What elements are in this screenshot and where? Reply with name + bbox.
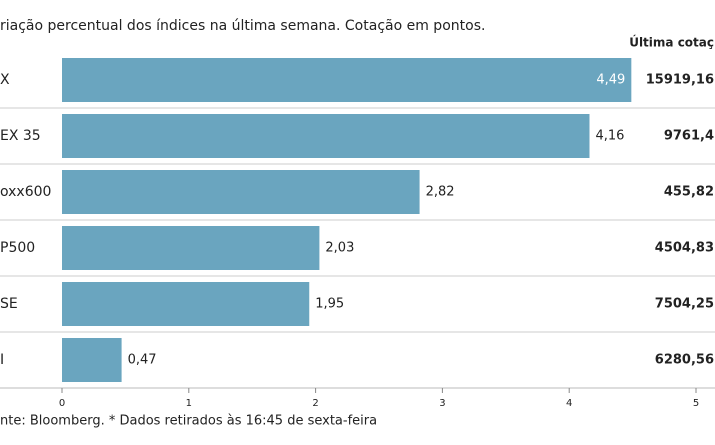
source: nte: Bloomberg. * Dados retirados às 16:…: [0, 414, 377, 429]
value-label: 0,47: [128, 353, 157, 368]
column-value: 4504,83: [655, 241, 714, 256]
value-label: 2,03: [325, 241, 354, 256]
x-tick-label: 0: [59, 398, 65, 409]
category-label: P500: [0, 240, 35, 256]
column-value: 7504,25: [655, 297, 714, 312]
value-label: 4,49: [596, 73, 625, 88]
category-label: X: [0, 72, 10, 88]
chart-title: riação percentual dos índices na última …: [0, 18, 485, 34]
value-label: 2,82: [426, 185, 455, 200]
category-label: oxx600: [0, 184, 51, 200]
bar: [62, 170, 420, 214]
column-value: 455,82: [664, 185, 714, 200]
x-tick-label: 2: [312, 398, 318, 409]
column-value: 15919,16: [646, 73, 714, 88]
column-value: 6280,56: [655, 353, 714, 368]
category-label: EX 35: [0, 128, 41, 144]
column-value: 9761,4: [664, 129, 714, 144]
value-label: 4,16: [595, 129, 624, 144]
bar: [62, 338, 122, 382]
bar: [62, 226, 320, 270]
x-tick-label: 4: [566, 398, 572, 409]
x-tick-label: 1: [186, 398, 192, 409]
category-label: I: [0, 352, 4, 368]
bar: [62, 114, 590, 158]
bar: [62, 282, 310, 326]
column-header: Última cotaç: [629, 35, 714, 50]
x-tick-label: 3: [439, 398, 445, 409]
bar: [62, 58, 632, 102]
category-label: SE: [0, 296, 18, 312]
value-label: 1,95: [315, 297, 344, 312]
x-tick-label: 5: [693, 398, 699, 409]
